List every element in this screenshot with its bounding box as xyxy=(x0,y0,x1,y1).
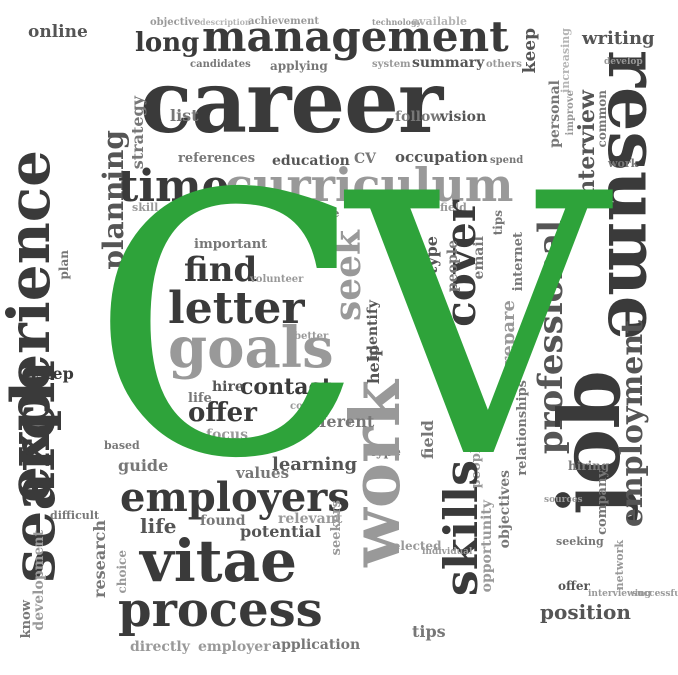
word-goals: goals xyxy=(168,315,334,381)
word-know: know xyxy=(19,600,34,639)
word-sources: sources xyxy=(544,495,583,505)
word-application: application xyxy=(272,637,361,653)
word-different: different xyxy=(296,412,375,431)
word-curriculum: curriculum xyxy=(225,158,514,212)
word-available: available xyxy=(412,15,467,28)
word-offer-small: offer xyxy=(558,579,590,593)
word-employment: employment xyxy=(615,320,650,528)
word-company: company xyxy=(595,470,610,535)
word-applying: applying xyxy=(270,59,328,73)
word-based: based xyxy=(104,439,140,452)
word-better: better xyxy=(294,331,329,342)
word-long: long xyxy=(135,28,200,58)
word-plan: plan xyxy=(57,250,71,280)
cv-hero-letters: CV xyxy=(90,118,607,537)
word-follow: follow xyxy=(395,109,443,125)
word-description: description xyxy=(200,17,251,27)
word-life-small: life xyxy=(188,391,212,406)
word-volunteer: volunteer xyxy=(250,274,304,285)
word-employers: employers xyxy=(120,474,350,521)
word-type: type xyxy=(370,445,401,460)
word-choice: choice xyxy=(115,550,129,594)
word-others: others xyxy=(486,59,522,70)
word-education: education xyxy=(272,153,350,169)
word-hiring: hiring xyxy=(568,459,610,473)
word-occupation: occupation xyxy=(395,148,488,166)
word-process: process xyxy=(118,582,323,638)
word-system: system xyxy=(372,59,411,70)
word-writing: writing xyxy=(582,28,655,49)
word-contact: contact xyxy=(240,374,333,400)
word-offer: offer xyxy=(188,398,257,428)
word-technology: technology xyxy=(372,17,422,27)
word-list: list xyxy=(170,106,199,125)
word-life: life xyxy=(140,514,177,538)
word-position: position xyxy=(540,600,631,624)
word-courses: courses xyxy=(290,401,333,412)
word-employer: employer xyxy=(198,639,271,655)
word-achievement: achievement xyxy=(248,16,320,27)
word-candidates: candidates xyxy=(190,59,251,70)
word-time: time xyxy=(118,161,230,212)
word-find: find xyxy=(184,250,258,290)
word-step: step xyxy=(36,364,74,383)
word-hire: hire xyxy=(212,379,244,395)
word-tips: tips xyxy=(412,622,446,641)
word-spend: spend xyxy=(490,155,524,166)
word-values: values xyxy=(236,464,290,482)
word-management: management xyxy=(202,12,509,61)
word-references: references xyxy=(178,151,256,166)
word-resume: resume xyxy=(592,50,675,341)
word-cv-small: CV xyxy=(354,151,377,167)
word-letter: letter xyxy=(168,283,305,334)
word-selected: selected xyxy=(386,539,442,553)
word-learning: learning xyxy=(272,454,358,475)
word-develop: develop xyxy=(604,57,643,67)
word-objective: objective xyxy=(150,17,201,28)
word-keep: keep xyxy=(520,28,540,74)
word-potential: potential xyxy=(240,522,321,541)
word-guide: guide xyxy=(118,456,169,475)
word-vision: vision xyxy=(440,109,487,125)
word-common: common xyxy=(595,90,609,148)
word-successful: successful xyxy=(632,589,678,599)
word-relevant: relevant xyxy=(278,511,343,527)
word-individual: individual xyxy=(422,547,473,557)
word-focus: focus xyxy=(206,427,248,443)
word-found: found xyxy=(200,513,246,529)
word-summary: summary xyxy=(412,55,485,71)
word-career: career xyxy=(140,52,443,153)
word-seeking: seeking xyxy=(556,535,604,548)
word-become: become xyxy=(292,207,340,220)
word-directly: directly xyxy=(130,639,190,655)
word-field: field xyxy=(440,201,467,214)
word-work-small: work xyxy=(608,157,639,170)
word-vitae: vitae xyxy=(140,527,298,595)
word-online: online xyxy=(28,22,88,42)
word-skill: skill xyxy=(132,201,159,214)
word-important: important xyxy=(194,237,268,252)
word-development: development xyxy=(31,530,47,631)
word-difficult: difficult xyxy=(50,509,100,522)
word-interviewing: interviewing xyxy=(588,589,651,599)
word-network: network xyxy=(613,540,626,591)
